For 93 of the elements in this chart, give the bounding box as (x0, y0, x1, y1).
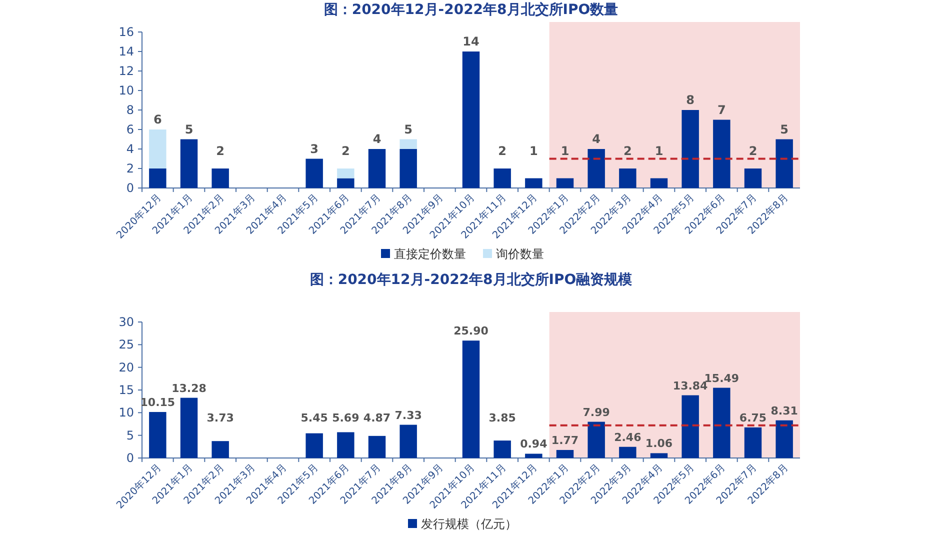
bar (713, 120, 730, 188)
bar (525, 454, 542, 458)
bar (556, 178, 574, 188)
bar (588, 422, 605, 458)
total-label: 2 (498, 144, 507, 158)
bar (400, 149, 417, 188)
total-label: 2 (341, 144, 350, 158)
bar (462, 340, 480, 458)
bar (556, 450, 574, 458)
y-tick-label: 0 (126, 181, 134, 195)
data-label: 3.85 (488, 411, 516, 424)
total-label: 7 (717, 102, 726, 117)
data-label: 1.06 (645, 437, 673, 450)
y-tick-label: 12 (118, 64, 134, 78)
bar (149, 412, 166, 458)
chart-title: 图：2020年12月-2022年8月北交所IPO融资规模 (310, 271, 634, 288)
bar (337, 168, 354, 178)
bar (149, 130, 166, 168)
bar (306, 158, 323, 188)
data-label: 5.45 (300, 411, 328, 424)
y-tick-label: 14 (118, 44, 134, 58)
bar (744, 168, 762, 188)
y-tick-label: 4 (126, 142, 134, 156)
legend-label: 直接定价数量 (394, 247, 466, 261)
legend-label: 发行规模（亿元） (421, 517, 517, 531)
bar (462, 52, 480, 188)
y-tick-label: 2 (126, 162, 134, 176)
bar (776, 420, 793, 458)
total-label: 3 (310, 142, 319, 156)
total-label: 5 (404, 122, 413, 136)
bar (212, 168, 229, 188)
data-label: 3.73 (206, 411, 234, 424)
bar (400, 139, 417, 149)
bar (180, 398, 198, 458)
bar (713, 388, 730, 458)
data-label: 25.90 (454, 324, 489, 338)
bar (525, 178, 542, 188)
bar (149, 168, 166, 188)
data-label: 13.28 (172, 382, 206, 395)
bar (744, 427, 762, 458)
bar (400, 424, 417, 458)
data-label: 0.94 (520, 438, 548, 451)
data-label: 7.33 (394, 408, 422, 422)
total-label: 2 (216, 144, 225, 158)
bar (368, 149, 386, 188)
bar (337, 178, 354, 188)
bar (588, 149, 605, 188)
data-label: 6.75 (739, 411, 767, 424)
bar (619, 446, 636, 458)
bar (368, 436, 386, 458)
total-label: 4 (372, 132, 382, 146)
y-tick-label: 15 (118, 383, 134, 397)
bar (494, 168, 511, 188)
total-label: 2 (623, 144, 632, 158)
bar (776, 139, 793, 188)
total-label: 5 (780, 122, 789, 136)
data-label: 2.46 (614, 430, 642, 444)
data-label: 5.69 (332, 411, 360, 424)
bar (682, 110, 699, 188)
y-tick-label: 16 (118, 25, 134, 39)
total-label: 14 (462, 34, 480, 48)
y-tick-label: 10 (118, 406, 134, 420)
total-label: 1 (560, 144, 570, 158)
bar (212, 441, 229, 458)
data-label: 8.31 (770, 404, 798, 418)
bar (494, 440, 511, 458)
chart-title: 图：2020年12月-2022年8月北交所IPO数量 (324, 1, 618, 18)
total-label: 4 (592, 132, 601, 146)
y-tick-label: 25 (118, 338, 134, 352)
y-tick-label: 10 (118, 84, 134, 98)
bar (337, 432, 354, 458)
total-label: 8 (686, 93, 695, 107)
total-label: 1 (529, 144, 538, 158)
data-label: 4.87 (363, 411, 391, 424)
total-label: 5 (184, 122, 194, 136)
bar (306, 433, 323, 458)
legend-label: 询价数量 (496, 247, 544, 261)
total-label: 1 (654, 144, 664, 158)
y-tick-label: 6 (126, 122, 134, 136)
y-tick-label: 30 (118, 315, 134, 329)
y-tick-label: 0 (126, 451, 134, 465)
bar (180, 139, 198, 188)
bar (682, 395, 699, 458)
total-label: 2 (748, 144, 758, 158)
y-tick-label: 8 (126, 103, 134, 117)
data-label: 7.99 (582, 406, 610, 419)
bar (650, 178, 668, 188)
y-tick-label: 5 (126, 428, 134, 442)
total-label: 6 (153, 112, 162, 126)
bar (619, 168, 636, 188)
data-label: 1.77 (551, 434, 579, 447)
bar (650, 453, 668, 458)
y-tick-label: 20 (118, 360, 134, 374)
